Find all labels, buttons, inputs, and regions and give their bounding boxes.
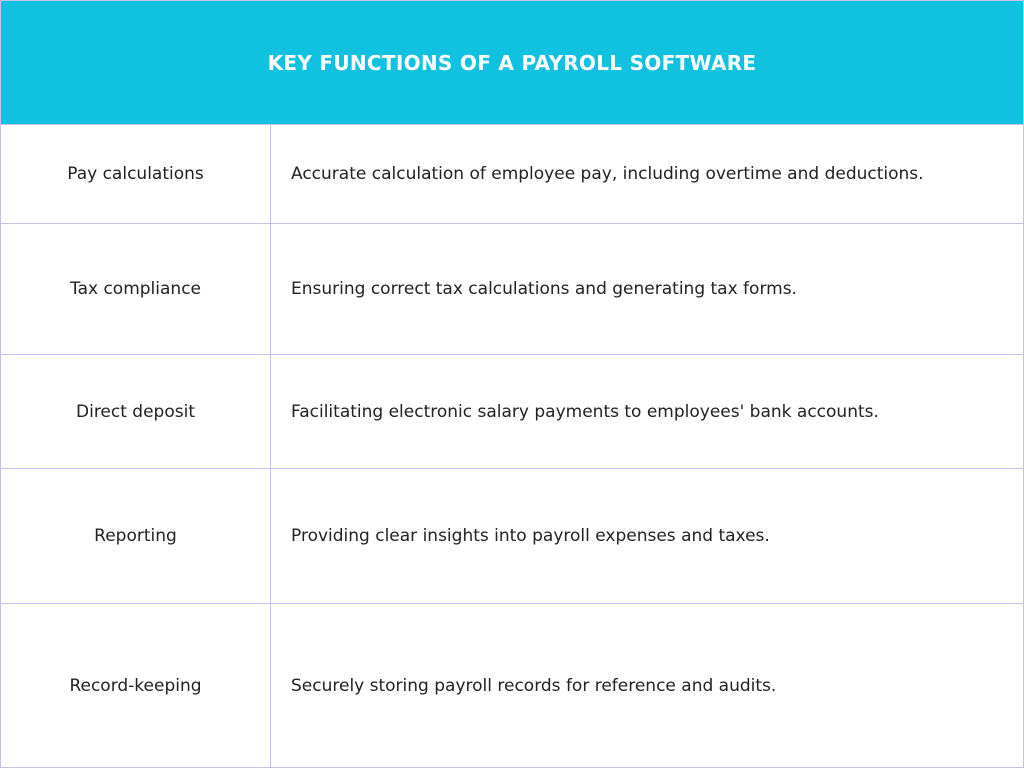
- description-cell: Ensuring correct tax calculations and ge…: [291, 279, 797, 299]
- function-cell: Record-keeping: [1, 604, 271, 767]
- table-row: Reporting Providing clear insights into …: [1, 468, 1023, 603]
- description-cell: Providing clear insights into payroll ex…: [291, 526, 770, 546]
- function-cell: Direct deposit: [1, 355, 271, 468]
- function-cell: Reporting: [1, 469, 271, 603]
- description-cell: Facilitating electronic salary payments …: [291, 401, 879, 422]
- table-row: Pay calculations Accurate calculation of…: [1, 124, 1023, 223]
- table-row: Tax compliance Ensuring correct tax calc…: [1, 223, 1023, 354]
- function-cell: Tax compliance: [1, 224, 271, 354]
- table-row: Direct deposit Facilitating electronic s…: [1, 354, 1023, 468]
- table-row: Record-keeping Securely storing payroll …: [1, 603, 1023, 767]
- table-title: KEY FUNCTIONS OF A PAYROLL SOFTWARE: [1, 1, 1023, 124]
- function-cell: Pay calculations: [1, 125, 271, 223]
- description-cell: Accurate calculation of employee pay, in…: [291, 164, 924, 184]
- description-cell: Securely storing payroll records for ref…: [291, 675, 777, 696]
